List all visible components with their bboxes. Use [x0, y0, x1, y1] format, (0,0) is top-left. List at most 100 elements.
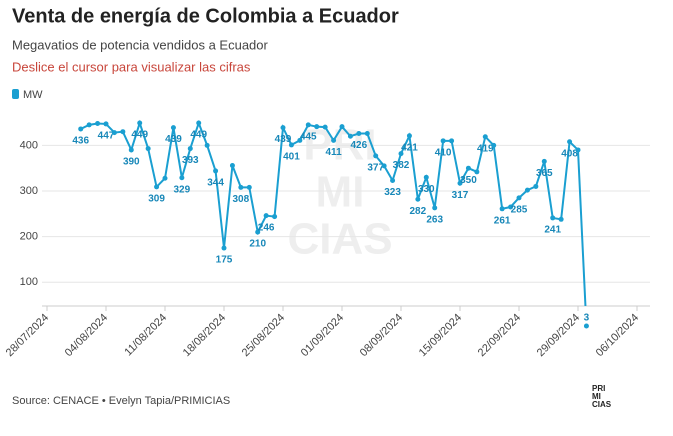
source: Source: CENACE • Evelyn Tapia/PRIMICIAS — [12, 395, 230, 407]
x-tick-label: 04/08/2024 — [63, 312, 110, 359]
logo-line: PRI — [592, 384, 605, 393]
point — [541, 158, 547, 164]
data-label: 285 — [511, 204, 528, 215]
x-tick-label: 18/08/2024 — [181, 312, 228, 359]
point — [491, 142, 497, 148]
point — [229, 162, 235, 168]
data-label: 436 — [72, 136, 89, 147]
point — [145, 146, 151, 152]
chart-title: Venta de energía de Colombia a Ecuador — [12, 5, 399, 27]
point — [398, 151, 404, 157]
point — [381, 163, 387, 169]
data-label: 390 — [123, 157, 140, 168]
data-label: 411 — [326, 147, 343, 158]
logo: PRI MI CIAS — [592, 384, 612, 409]
x-tick-label: 15/09/2024 — [417, 312, 464, 359]
point — [415, 196, 421, 202]
data-label: 419 — [477, 143, 494, 154]
watermark-line: CIAS — [287, 215, 392, 264]
point — [86, 122, 92, 128]
x-tick-label: 28/07/2024 — [4, 312, 51, 359]
subtitle: Megavatios de potencia vendidos a Ecuado… — [12, 37, 269, 52]
point — [558, 216, 564, 222]
x-tick-label: 01/09/2024 — [299, 312, 346, 359]
point — [246, 184, 252, 190]
point — [575, 147, 581, 153]
data-label: 365 — [536, 168, 553, 179]
point — [432, 205, 438, 211]
point — [524, 187, 530, 193]
point — [263, 213, 269, 219]
point — [423, 174, 429, 180]
point — [196, 120, 202, 126]
x-tick-label: 25/08/2024 — [240, 312, 287, 359]
point — [213, 168, 219, 174]
point — [314, 124, 320, 130]
y-tick-label: 100 — [20, 276, 38, 288]
point — [331, 137, 337, 143]
data-label: 426 — [351, 140, 368, 151]
point — [567, 139, 573, 145]
point — [170, 125, 176, 131]
point — [583, 323, 589, 329]
note: Deslice el cursor para visualizar las ci… — [12, 59, 251, 74]
y-tick-label: 400 — [20, 139, 38, 151]
point — [103, 121, 109, 127]
watermark-line: MI — [316, 168, 365, 217]
point — [221, 245, 227, 251]
point — [204, 142, 210, 148]
data-label: 241 — [544, 225, 561, 236]
point — [255, 229, 261, 235]
legend-label: MW — [23, 89, 43, 101]
data-label: 309 — [148, 194, 165, 205]
data-label: 410 — [435, 147, 452, 158]
data-label: 323 — [384, 187, 401, 198]
point — [137, 120, 143, 126]
data-label: 447 — [98, 131, 115, 142]
legend-swatch — [12, 89, 19, 99]
data-label: 439 — [275, 134, 292, 145]
point — [373, 153, 379, 159]
data-label: 382 — [393, 160, 410, 171]
data-label: 393 — [182, 155, 199, 166]
data-label: 210 — [249, 239, 266, 250]
data-label: 401 — [283, 152, 300, 163]
data-label: 445 — [300, 131, 317, 142]
data-label: 330 — [418, 184, 435, 195]
point — [187, 146, 193, 152]
point — [162, 175, 168, 181]
point — [508, 204, 514, 210]
point — [533, 183, 539, 189]
data-label: 449 — [190, 130, 207, 141]
point — [347, 133, 353, 139]
point — [406, 133, 412, 139]
point — [305, 122, 311, 128]
point — [390, 178, 396, 184]
point — [482, 134, 488, 140]
point — [457, 180, 463, 186]
data-label: 317 — [452, 190, 469, 201]
data-label: 246 — [258, 222, 275, 233]
data-label: 377 — [367, 163, 384, 174]
point — [179, 175, 185, 181]
point — [499, 206, 505, 212]
point — [280, 125, 286, 131]
data-label: 308 — [233, 194, 250, 205]
x-tick-label: 22/09/2024 — [476, 312, 523, 359]
data-label: 261 — [494, 215, 511, 226]
data-label: 439 — [165, 134, 182, 145]
logo-line: CIAS — [592, 400, 612, 409]
point — [322, 124, 328, 130]
logo-line: MI — [592, 392, 601, 401]
point — [297, 137, 303, 143]
data-label: 263 — [426, 215, 443, 226]
data-label: 3 — [584, 313, 590, 324]
data-label: 282 — [410, 206, 427, 217]
y-tick-label: 200 — [20, 231, 38, 243]
x-tick-label: 29/09/2024 — [535, 312, 582, 359]
x-tick-label: 06/10/2024 — [594, 312, 641, 359]
point — [516, 195, 522, 201]
point — [465, 165, 471, 171]
x-tick-label: 08/09/2024 — [358, 312, 405, 359]
point — [272, 214, 278, 220]
